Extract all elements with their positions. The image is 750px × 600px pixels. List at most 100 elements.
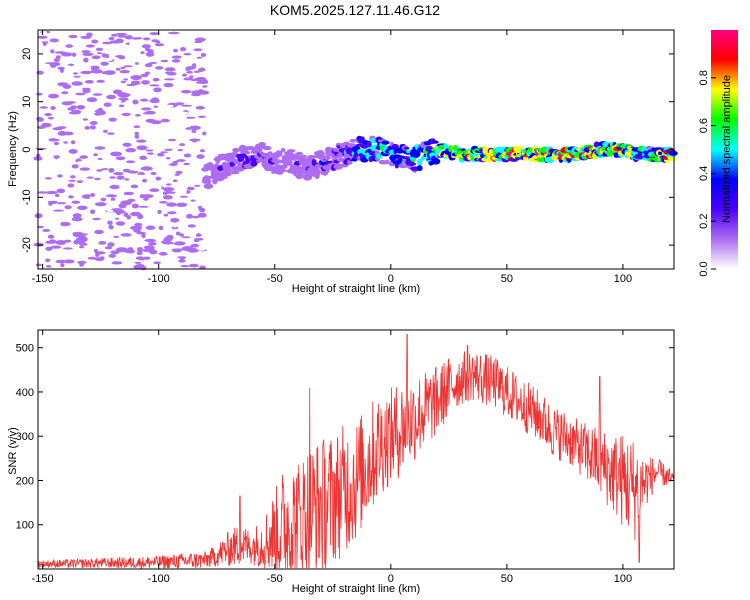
x-tick-label: -100 xyxy=(148,573,170,585)
noise-cell xyxy=(191,90,204,95)
noise-cell xyxy=(105,194,118,198)
noise-cell xyxy=(186,116,196,119)
noise-cell xyxy=(189,125,201,130)
noise-cell xyxy=(119,70,130,74)
signal-cell xyxy=(385,159,390,164)
signal-cell xyxy=(323,155,331,160)
noise-cell xyxy=(98,115,109,118)
noise-cell xyxy=(166,202,177,207)
noise-cell xyxy=(118,97,129,101)
noise-cell xyxy=(40,58,49,62)
noise-cell xyxy=(181,236,191,239)
noise-cell xyxy=(121,200,128,203)
noise-cell xyxy=(115,32,128,36)
noise-cell xyxy=(91,39,99,44)
noise-cell xyxy=(71,216,83,222)
signal-cell xyxy=(366,140,372,148)
signal-cell xyxy=(403,146,410,150)
noise-cell xyxy=(39,106,49,109)
noise-cell xyxy=(44,113,52,117)
noise-cell xyxy=(118,55,126,60)
noise-cell xyxy=(80,70,92,75)
noise-cell xyxy=(91,55,101,60)
colorbar-label: Normalized spectral amplitude xyxy=(721,75,733,223)
signal-cell xyxy=(432,140,439,144)
noise-cell xyxy=(179,195,189,198)
noise-cell xyxy=(97,157,103,161)
noise-cell xyxy=(191,63,197,69)
noise-cell xyxy=(57,131,68,136)
noise-cell xyxy=(116,175,125,180)
noise-cell xyxy=(187,224,196,228)
noise-cell xyxy=(37,35,48,39)
noise-cell xyxy=(50,49,55,54)
signal-cell xyxy=(258,147,263,155)
noise-cell xyxy=(68,195,74,199)
noise-cell xyxy=(101,168,109,171)
noise-cell xyxy=(172,223,178,228)
signal-cell xyxy=(222,167,233,172)
noise-cell xyxy=(136,145,148,151)
noise-cell xyxy=(47,200,58,203)
noise-cell xyxy=(149,32,160,36)
y-tick-label: 100 xyxy=(16,520,34,532)
noise-cell xyxy=(160,118,170,123)
noise-cell xyxy=(196,56,203,59)
signal-cell xyxy=(244,151,251,155)
noise-cell xyxy=(123,65,133,68)
noise-cell xyxy=(115,247,128,253)
noise-cell xyxy=(157,184,162,190)
noise-cell xyxy=(51,138,60,142)
noise-cell xyxy=(45,258,51,263)
x-tick-label: 0 xyxy=(388,273,394,285)
noise-cell xyxy=(70,140,76,145)
noise-cell xyxy=(195,233,202,237)
noise-cell xyxy=(123,212,129,218)
noise-cell xyxy=(67,107,75,111)
signal-cell xyxy=(316,150,325,157)
noise-cell xyxy=(193,238,200,243)
noise-cell xyxy=(143,245,155,250)
noise-cell xyxy=(162,187,175,192)
noise-cell xyxy=(61,91,69,95)
noise-cell xyxy=(48,93,59,99)
noise-cell xyxy=(110,250,120,255)
noise-cell xyxy=(94,251,106,255)
noise-cell xyxy=(81,50,91,54)
noise-cell xyxy=(62,84,72,89)
noise-cell xyxy=(56,188,66,194)
noise-cell xyxy=(98,107,103,111)
noise-cell xyxy=(62,247,73,250)
noise-cell xyxy=(76,105,86,110)
noise-cell xyxy=(141,44,151,49)
noise-cell xyxy=(165,183,173,186)
noise-cell xyxy=(56,202,67,205)
noise-cell xyxy=(50,106,56,110)
noise-cell xyxy=(133,69,144,74)
noise-cell xyxy=(135,256,145,261)
noise-cell xyxy=(193,249,199,253)
noise-cell xyxy=(141,194,154,199)
noise-cell xyxy=(94,146,106,150)
x-tick-label: -100 xyxy=(148,273,170,285)
noise-cell xyxy=(148,241,157,246)
noise-cell xyxy=(68,111,81,115)
noise-cell xyxy=(108,254,117,258)
noise-cell xyxy=(77,260,87,265)
noise-cell xyxy=(111,261,123,265)
x-tick-label: 100 xyxy=(614,573,632,585)
noise-cell xyxy=(57,66,65,70)
noise-cell xyxy=(47,234,55,239)
noise-cell xyxy=(68,149,78,154)
noise-cell xyxy=(95,47,104,52)
noise-cell xyxy=(115,67,121,71)
noise-cell xyxy=(87,101,96,107)
noise-cell xyxy=(160,59,169,63)
signal-cell xyxy=(318,154,323,160)
noise-cell xyxy=(151,97,159,101)
signal-cell xyxy=(314,174,320,179)
noise-cell xyxy=(154,43,165,47)
signal-cell xyxy=(229,157,236,162)
noise-cell xyxy=(68,225,76,229)
noise-cell xyxy=(106,94,116,100)
